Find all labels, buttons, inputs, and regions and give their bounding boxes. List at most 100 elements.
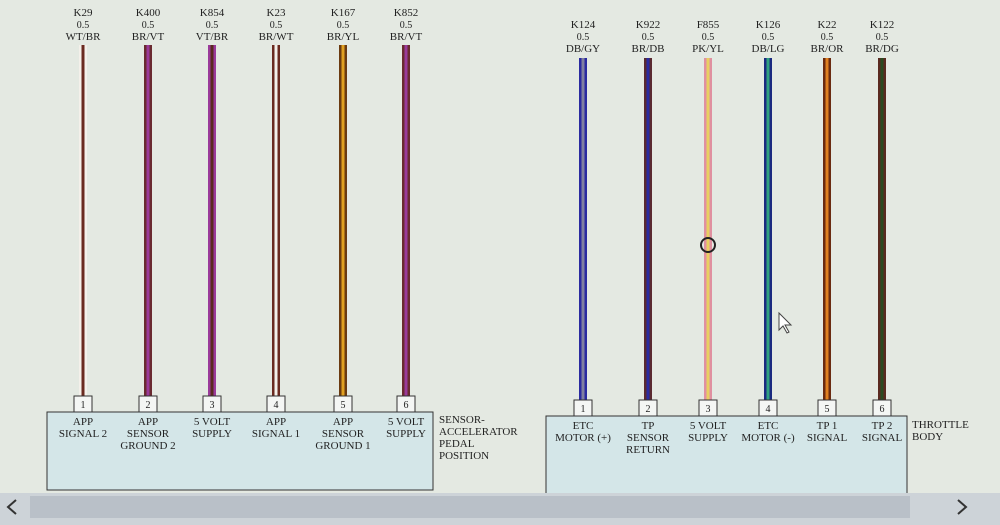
function: SIGNAL: [807, 432, 848, 444]
function: SUPPLY: [192, 428, 232, 440]
pin-box: [266, 395, 286, 413]
function: 5 VOLT: [194, 416, 231, 428]
color-code: WT/BR: [66, 31, 101, 43]
color-code: BR/OR: [810, 43, 844, 55]
pin-number: 5: [341, 400, 346, 411]
component-label: BODY: [912, 431, 943, 443]
pin-box: [758, 399, 778, 417]
scroll-right[interactable]: [957, 499, 968, 515]
function: APP: [333, 416, 353, 428]
color-code: BR/WT: [259, 31, 294, 43]
circuit: K400: [136, 7, 161, 19]
function: RETURN: [626, 444, 670, 456]
pin-number: 1: [581, 404, 586, 415]
function: ETC: [758, 420, 779, 432]
pin-box: [638, 399, 658, 417]
gauge: 0.5: [337, 20, 350, 31]
pin-number: 4: [766, 404, 771, 415]
function: TP: [642, 420, 655, 432]
scroll-thumb[interactable]: [30, 496, 910, 518]
component-label: POSITION: [439, 450, 489, 462]
function: 5 VOLT: [690, 420, 727, 432]
pin-number: 1: [81, 400, 86, 411]
mouse-pointer: [778, 311, 793, 334]
function: SENSOR: [322, 428, 365, 440]
pin-number: 2: [646, 404, 651, 415]
pin-box: [872, 399, 892, 417]
pin-number: 3: [706, 404, 711, 415]
circuit: K922: [636, 19, 660, 31]
color-code: DB/GY: [566, 43, 600, 55]
function: APP: [138, 416, 158, 428]
circuit: K124: [571, 19, 596, 31]
gauge: 0.5: [821, 32, 834, 43]
pin-box: [202, 395, 222, 413]
gauge: 0.5: [77, 20, 90, 31]
circuit: K167: [331, 7, 356, 19]
circuit: K122: [870, 19, 894, 31]
color-code: BR/YL: [327, 31, 360, 43]
circuit: K22: [818, 19, 837, 31]
function: SENSOR: [627, 432, 670, 444]
component-label: PEDAL: [439, 438, 475, 450]
function: MOTOR (-): [741, 432, 795, 444]
pin-number: 6: [880, 404, 885, 415]
function: TP 1: [817, 420, 838, 432]
color-code: DB/LG: [752, 43, 785, 55]
color-code: PK/YL: [692, 43, 724, 55]
circuit: K23: [267, 7, 286, 19]
cursor-ring: [700, 237, 716, 253]
function: APP: [266, 416, 286, 428]
pin-box: [73, 395, 93, 413]
pin-number: 2: [146, 400, 151, 411]
function: SIGNAL 2: [59, 428, 107, 440]
gauge: 0.5: [270, 20, 283, 31]
function: TP 2: [872, 420, 893, 432]
function: APP: [73, 416, 93, 428]
function: ETC: [573, 420, 594, 432]
function: 5 VOLT: [388, 416, 425, 428]
function: SUPPLY: [386, 428, 426, 440]
gauge: 0.5: [762, 32, 775, 43]
pin-number: 6: [404, 400, 409, 411]
pin-box: [817, 399, 837, 417]
gauge: 0.5: [577, 32, 590, 43]
connector-body: [46, 411, 434, 491]
pin-box: [333, 395, 353, 413]
function: GROUND 1: [315, 440, 370, 452]
diagram: SENSOR-ACCELERATORPEDALPOSITIONK290.5WT/…: [46, 7, 969, 496]
pin-number: 5: [825, 404, 830, 415]
gauge: 0.5: [400, 20, 413, 31]
gauge: 0.5: [642, 32, 655, 43]
component-label: THROTTLE: [912, 419, 969, 431]
circuit: K29: [74, 7, 93, 19]
pin-number: 4: [274, 400, 279, 411]
function: SENSOR: [127, 428, 170, 440]
function: GROUND 2: [120, 440, 175, 452]
gauge: 0.5: [876, 32, 889, 43]
color-code: BR/VT: [132, 31, 165, 43]
component-label: ACCELERATOR: [439, 426, 518, 438]
circuit: K852: [394, 7, 418, 19]
function: SUPPLY: [688, 432, 728, 444]
gauge: 0.5: [702, 32, 715, 43]
function: SIGNAL: [862, 432, 903, 444]
pin-box: [396, 395, 416, 413]
circuit: K854: [200, 7, 225, 19]
circuit: F855: [697, 19, 720, 31]
gauge: 0.5: [206, 20, 219, 31]
connector-body: [545, 415, 908, 496]
component-label: SENSOR-: [439, 414, 485, 426]
color-code: BR/DG: [865, 43, 899, 55]
function: MOTOR (+): [555, 432, 611, 444]
pin-number: 3: [210, 400, 215, 411]
gauge: 0.5: [142, 20, 155, 31]
color-code: VT/BR: [196, 31, 229, 43]
pin-box: [573, 399, 593, 417]
pin-box: [698, 399, 718, 417]
circuit: K126: [756, 19, 781, 31]
function: SIGNAL 1: [252, 428, 300, 440]
scroll-left[interactable]: [6, 499, 17, 515]
pin-box: [138, 395, 158, 413]
